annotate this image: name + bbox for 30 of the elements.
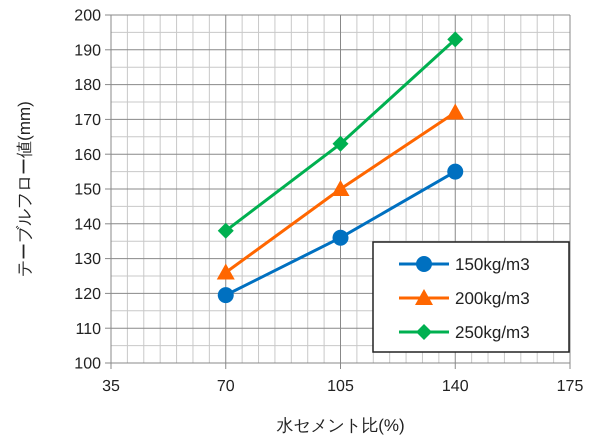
y-tick-label: 110 xyxy=(75,320,102,338)
x-axis-title: 水セメント比(%) xyxy=(276,416,405,435)
y-tick-label: 170 xyxy=(74,112,102,129)
y-tick-label: 140 xyxy=(74,216,102,234)
point xyxy=(218,222,234,239)
point xyxy=(332,136,348,152)
y-tick-label: 180 xyxy=(74,77,102,94)
y-tick-label: 160 xyxy=(74,146,102,164)
y-tick-label: 150 xyxy=(74,182,102,199)
y-tick-label: 190 xyxy=(74,42,102,60)
legend-label: 200kg/m3 xyxy=(455,288,530,308)
y-tick-label: 130 xyxy=(74,251,102,268)
point xyxy=(332,180,350,196)
x-tick-label: 175 xyxy=(556,378,584,395)
point xyxy=(216,264,235,280)
point xyxy=(218,287,234,304)
x-tick-label: 35 xyxy=(102,378,120,395)
x-tick-label: 105 xyxy=(327,378,354,395)
y-tick-label: 120 xyxy=(74,286,102,303)
legend-label: 150kg/m3 xyxy=(455,254,530,274)
y-tick-label: 100 xyxy=(74,356,102,373)
x-tick-label: 140 xyxy=(442,378,469,395)
point xyxy=(447,31,464,48)
point xyxy=(332,230,348,246)
legend-label: 250kg/m3 xyxy=(455,322,530,342)
y-tick-label: 200 xyxy=(74,8,102,25)
point xyxy=(446,103,464,120)
x-tick-label: 70 xyxy=(216,378,235,395)
y-axis-title: テーブルフロー値(mm) xyxy=(15,101,34,277)
point xyxy=(447,164,464,180)
